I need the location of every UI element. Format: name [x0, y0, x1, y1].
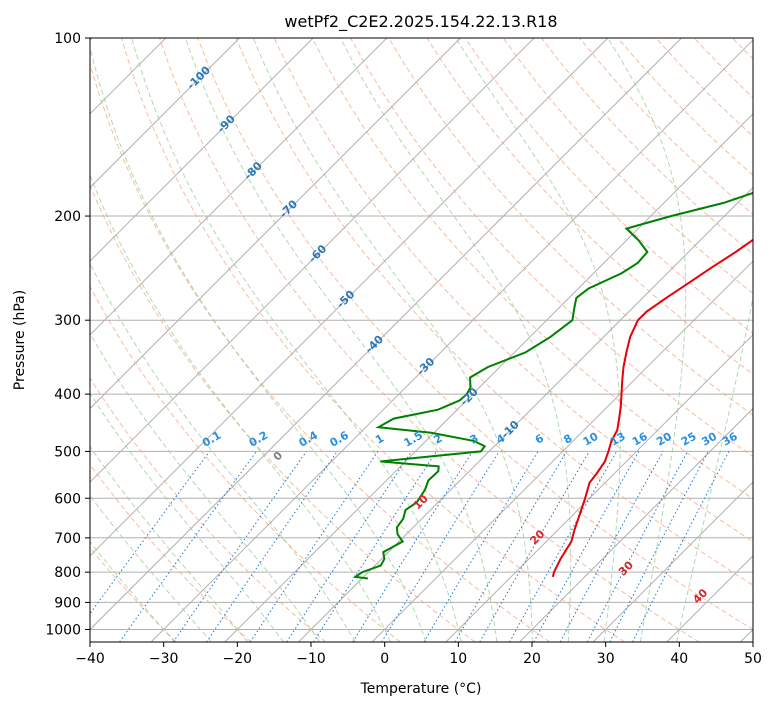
dry-adiabat	[197, 38, 753, 631]
x-tick-label: 10	[449, 651, 467, 667]
mixing-ratio-line	[119, 451, 257, 642]
mixing-ratio-line	[533, 451, 640, 642]
dry-adiabat	[90, 463, 252, 642]
y-tick-label: 800	[54, 565, 81, 581]
moist-adiabat	[90, 173, 392, 642]
x-tick-label: 40	[670, 651, 688, 667]
dry-adiabat	[90, 377, 327, 642]
isotherm-gridline	[90, 38, 609, 557]
profile-series	[352, 191, 753, 580]
moist-adiabat	[90, 45, 427, 642]
x-tick-label: −40	[75, 651, 105, 667]
moist-adiabat	[90, 445, 248, 642]
x-tick-label: 0	[380, 651, 389, 667]
moist-adiabat	[90, 262, 356, 642]
isotherm-gridline	[150, 39, 753, 642]
y-tick-label: 500	[54, 444, 81, 460]
moist-adiabat	[90, 332, 320, 642]
dry-adiabat	[90, 285, 401, 642]
y-tick-label: 100	[54, 31, 81, 47]
dry-adiabat	[120, 38, 625, 642]
y-tick-label: 300	[54, 313, 81, 329]
dry-adiabat	[235, 38, 753, 586]
isotherm-gridline	[298, 186, 753, 642]
dry-adiabat	[388, 38, 753, 416]
isotherm-gridline	[90, 38, 240, 189]
isotherm-gridline	[90, 38, 535, 483]
dry-adiabat	[502, 38, 753, 295]
y-tick-label: 400	[54, 387, 81, 403]
mixing-ratio-line	[381, 451, 500, 642]
isotherm-gridline	[224, 113, 753, 642]
dry-adiabat	[90, 62, 550, 642]
dewpoint-trace	[352, 191, 753, 580]
moist-adiabat	[252, 38, 533, 642]
x-tick-label: −10	[296, 651, 326, 667]
isotherm-gridline	[90, 38, 461, 410]
moist-adiabat	[340, 38, 572, 642]
dry-adiabat	[426, 38, 753, 375]
isotherm-gridline	[445, 334, 753, 642]
mixing-ratio-line	[286, 451, 413, 642]
y-tick-label: 600	[54, 491, 81, 507]
dry-adiabat	[159, 38, 700, 642]
isotherm-gridline	[90, 38, 314, 262]
x-tick-label: −30	[149, 651, 179, 667]
moist-adiabat	[131, 38, 462, 642]
axes: −40 −30 −20 −10 0 10 20 30 40 50 100 200 300 400 500 60…	[45, 31, 762, 667]
y-tick-label: 200	[54, 209, 81, 225]
moist-adiabat	[185, 38, 498, 642]
mixing-ratio-line	[172, 451, 307, 642]
x-axis-label: Temperature (°C)	[360, 681, 482, 697]
x-tick-label: 30	[597, 651, 615, 667]
dry-adiabat	[90, 184, 476, 642]
mixing-ratio-line	[205, 451, 338, 642]
mixing-ratio-line	[632, 451, 730, 642]
isotherm-gridline	[592, 481, 753, 642]
x-tick-label: 50	[744, 651, 762, 667]
isotherm-gridline	[371, 260, 753, 642]
x-tick-label: 20	[523, 651, 541, 667]
plot-frame	[89, 37, 754, 643]
temperature-trace	[551, 238, 753, 578]
y-tick-label: 900	[54, 595, 81, 611]
dry-adiabat	[311, 38, 753, 500]
mixing-ratio-line	[559, 451, 664, 642]
y-tick-label: 1000	[45, 623, 81, 639]
mixing-ratio-line	[249, 451, 379, 642]
y-axis-label: Pressure (hPa)	[12, 290, 28, 390]
dry-adiabat	[90, 547, 177, 642]
reference-lines	[90, 38, 775, 642]
dry-adiabat	[771, 38, 775, 642]
isotherm-gridline	[519, 407, 753, 642]
mixing-ratio-line	[90, 451, 211, 615]
plot-area-background	[90, 38, 753, 642]
mixing-ratio-line	[313, 451, 437, 642]
mixing-ratio-line	[509, 451, 618, 642]
isotherm-gridline	[90, 38, 682, 631]
chart-title: wetPf2_C2E2.2025.154.22.13.R18	[284, 12, 557, 32]
y-tick-label: 700	[54, 531, 81, 547]
moist-adiabat	[676, 294, 753, 642]
moist-adiabat	[607, 38, 687, 642]
x-tick-label: −20	[223, 651, 253, 667]
